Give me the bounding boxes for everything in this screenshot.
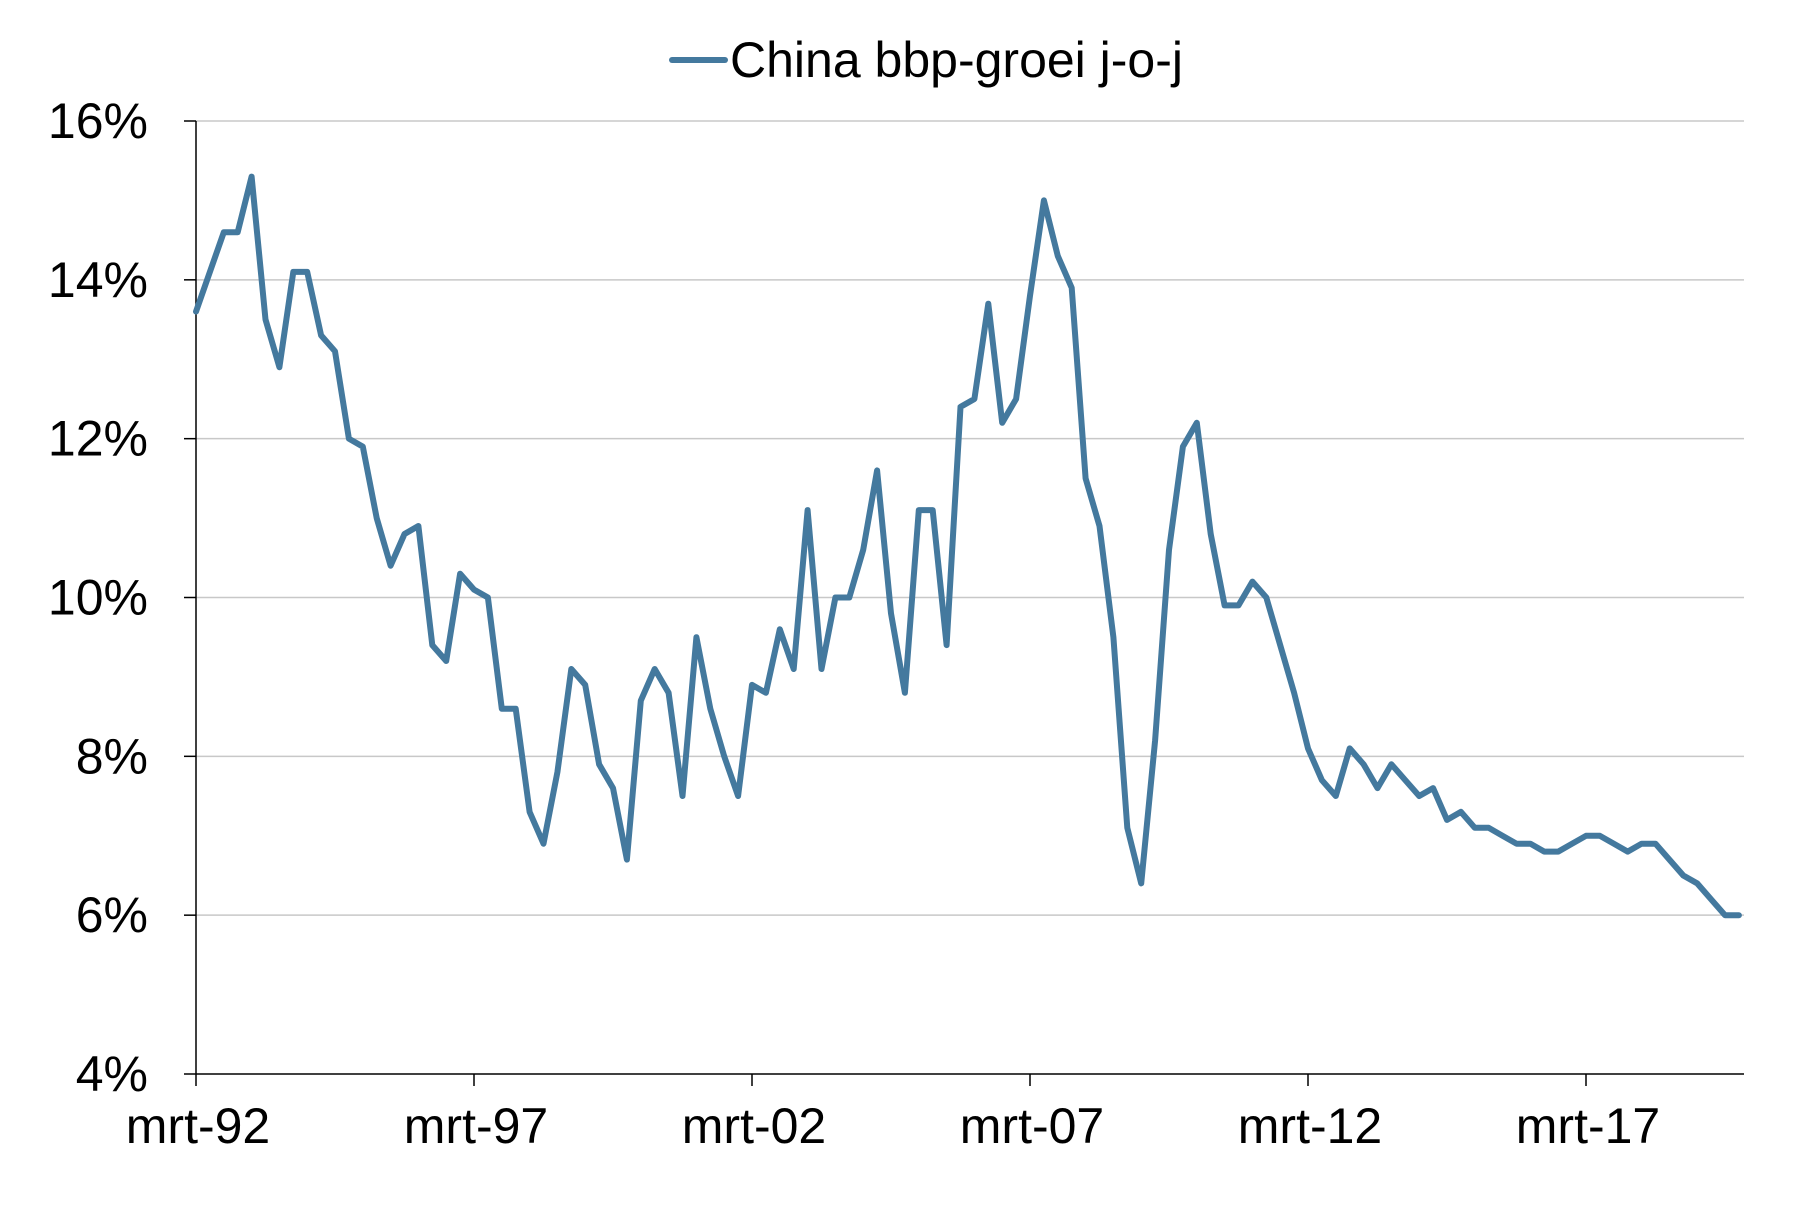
series-group bbox=[193, 173, 1742, 919]
x-tick-label: mrt-17 bbox=[1516, 1098, 1660, 1154]
x-tick-label: mrt-12 bbox=[1238, 1098, 1382, 1154]
x-axis-ticks: mrt-92 mrt-97 mrt-02 mrt-07 mrt-12 mrt-17 bbox=[126, 1074, 1660, 1154]
x-tick-label: mrt-97 bbox=[404, 1098, 548, 1154]
y-axis-ticks: 4% 6% 8% 10% 12% 14% 16% bbox=[48, 93, 196, 1102]
y-tick-label: 12% bbox=[48, 411, 148, 467]
x-tick-label: mrt-07 bbox=[960, 1098, 1104, 1154]
y-tick-label: 14% bbox=[48, 252, 148, 308]
series-line bbox=[193, 173, 1742, 919]
y-tick-label: 4% bbox=[76, 1046, 148, 1102]
gridlines bbox=[196, 120, 1744, 916]
x-tick-label: mrt-02 bbox=[682, 1098, 826, 1154]
legend: China bbp-groei j-o-j bbox=[669, 32, 1183, 88]
x-tick-label: mrt-92 bbox=[126, 1098, 270, 1154]
y-tick-label: 10% bbox=[48, 570, 148, 626]
legend-label: China bbp-groei j-o-j bbox=[730, 32, 1183, 88]
y-tick-label: 16% bbox=[48, 93, 148, 149]
y-tick-label: 6% bbox=[76, 887, 148, 943]
y-tick-label: 8% bbox=[76, 728, 148, 784]
